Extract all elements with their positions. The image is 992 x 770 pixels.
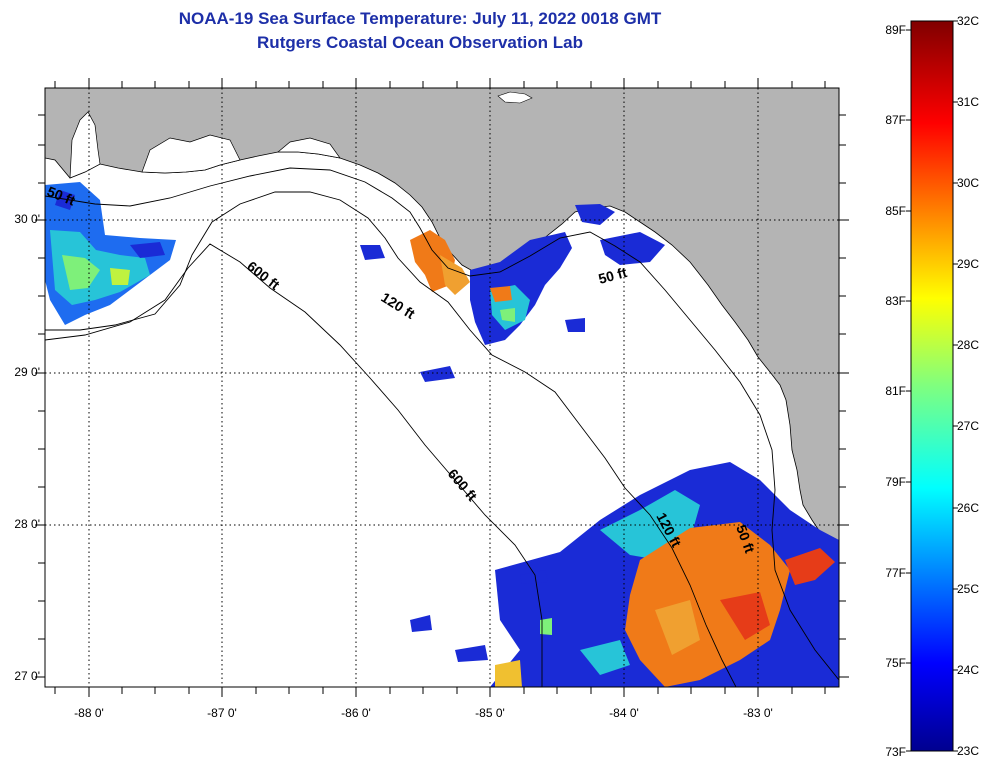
contour-50ft bbox=[45, 167, 839, 681]
colorbar-label-32c: 32C bbox=[957, 14, 980, 28]
bathymetry-contours bbox=[45, 167, 839, 687]
sst-data-patches bbox=[45, 182, 839, 687]
lon-label-84: -84 0' bbox=[609, 706, 639, 720]
lon-label-87: -87 0' bbox=[207, 706, 237, 720]
colorbar-label-75f: 75F bbox=[885, 656, 906, 670]
lat-label-29: 29 0' bbox=[14, 365, 40, 379]
colorbar-label-85f: 85F bbox=[885, 204, 906, 218]
choctaw-bay bbox=[277, 137, 341, 159]
inland-lake bbox=[497, 91, 533, 104]
colorbar-label-77f: 77F bbox=[885, 566, 906, 580]
colorbar-label-25c: 25C bbox=[957, 582, 980, 596]
map-subtitle: Rutgers Coastal Ocean Observation Lab bbox=[257, 33, 583, 52]
map-title: NOAA-19 Sea Surface Temperature: July 11… bbox=[178, 9, 662, 28]
lon-label-85: -85 0' bbox=[475, 706, 505, 720]
lat-label-30: 30 0' bbox=[14, 212, 40, 226]
map-frame bbox=[44, 87, 840, 688]
colorbar-label-87f: 87F bbox=[885, 113, 906, 127]
contour-120ft bbox=[45, 191, 737, 687]
axis-ticks bbox=[35, 78, 849, 697]
lon-label-83: -83 0' bbox=[743, 706, 773, 720]
lon-label-86: -86 0' bbox=[341, 706, 371, 720]
colorbar-label-73f: 73F bbox=[885, 745, 906, 759]
colorbar-label-27c: 27C bbox=[957, 419, 980, 433]
colorbar-label-31c: 31C bbox=[957, 95, 980, 109]
colorbar-ticks bbox=[906, 20, 958, 752]
lat-label-27: 27 0' bbox=[14, 669, 40, 683]
colorbar-label-26c: 26C bbox=[957, 501, 980, 515]
lat-label-28: 28 0' bbox=[14, 517, 40, 531]
colorbar-label-23c: 23C bbox=[957, 744, 980, 758]
colorbar bbox=[910, 20, 954, 752]
colorbar-label-30c: 30C bbox=[957, 176, 980, 190]
colorbar-label-29c: 29C bbox=[957, 257, 980, 271]
contour-600ft bbox=[45, 243, 543, 687]
graticule bbox=[45, 88, 839, 687]
pensacola-bay bbox=[141, 134, 241, 174]
colorbar-label-81f: 81F bbox=[885, 384, 906, 398]
mobile-bay bbox=[69, 111, 101, 179]
colorbar-label-83f: 83F bbox=[885, 294, 906, 308]
contour-label-50-east: 50 ft bbox=[597, 264, 629, 287]
colorbar-label-28c: 28C bbox=[957, 338, 980, 352]
colorbar-label-24c: 24C bbox=[957, 663, 980, 677]
colorbar-label-89f: 89F bbox=[885, 23, 906, 37]
colorbar-label-79f: 79F bbox=[885, 475, 906, 489]
lon-label-88: -88 0' bbox=[74, 706, 104, 720]
